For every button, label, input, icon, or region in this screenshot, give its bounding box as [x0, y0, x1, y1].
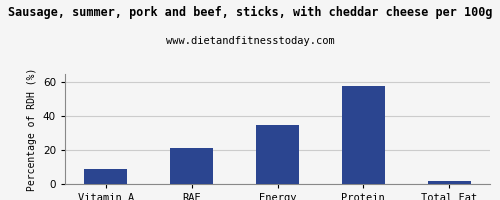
- Bar: [428, 181, 470, 184]
- Text: www.dietandfitnesstoday.com: www.dietandfitnesstoday.com: [166, 36, 334, 46]
- Bar: [342, 86, 385, 184]
- Bar: [170, 148, 213, 184]
- Y-axis label: Percentage of RDH (%): Percentage of RDH (%): [28, 67, 38, 191]
- Bar: [256, 125, 299, 184]
- Bar: [84, 169, 127, 184]
- Text: Sausage, summer, pork and beef, sticks, with cheddar cheese per 100g: Sausage, summer, pork and beef, sticks, …: [8, 6, 492, 19]
